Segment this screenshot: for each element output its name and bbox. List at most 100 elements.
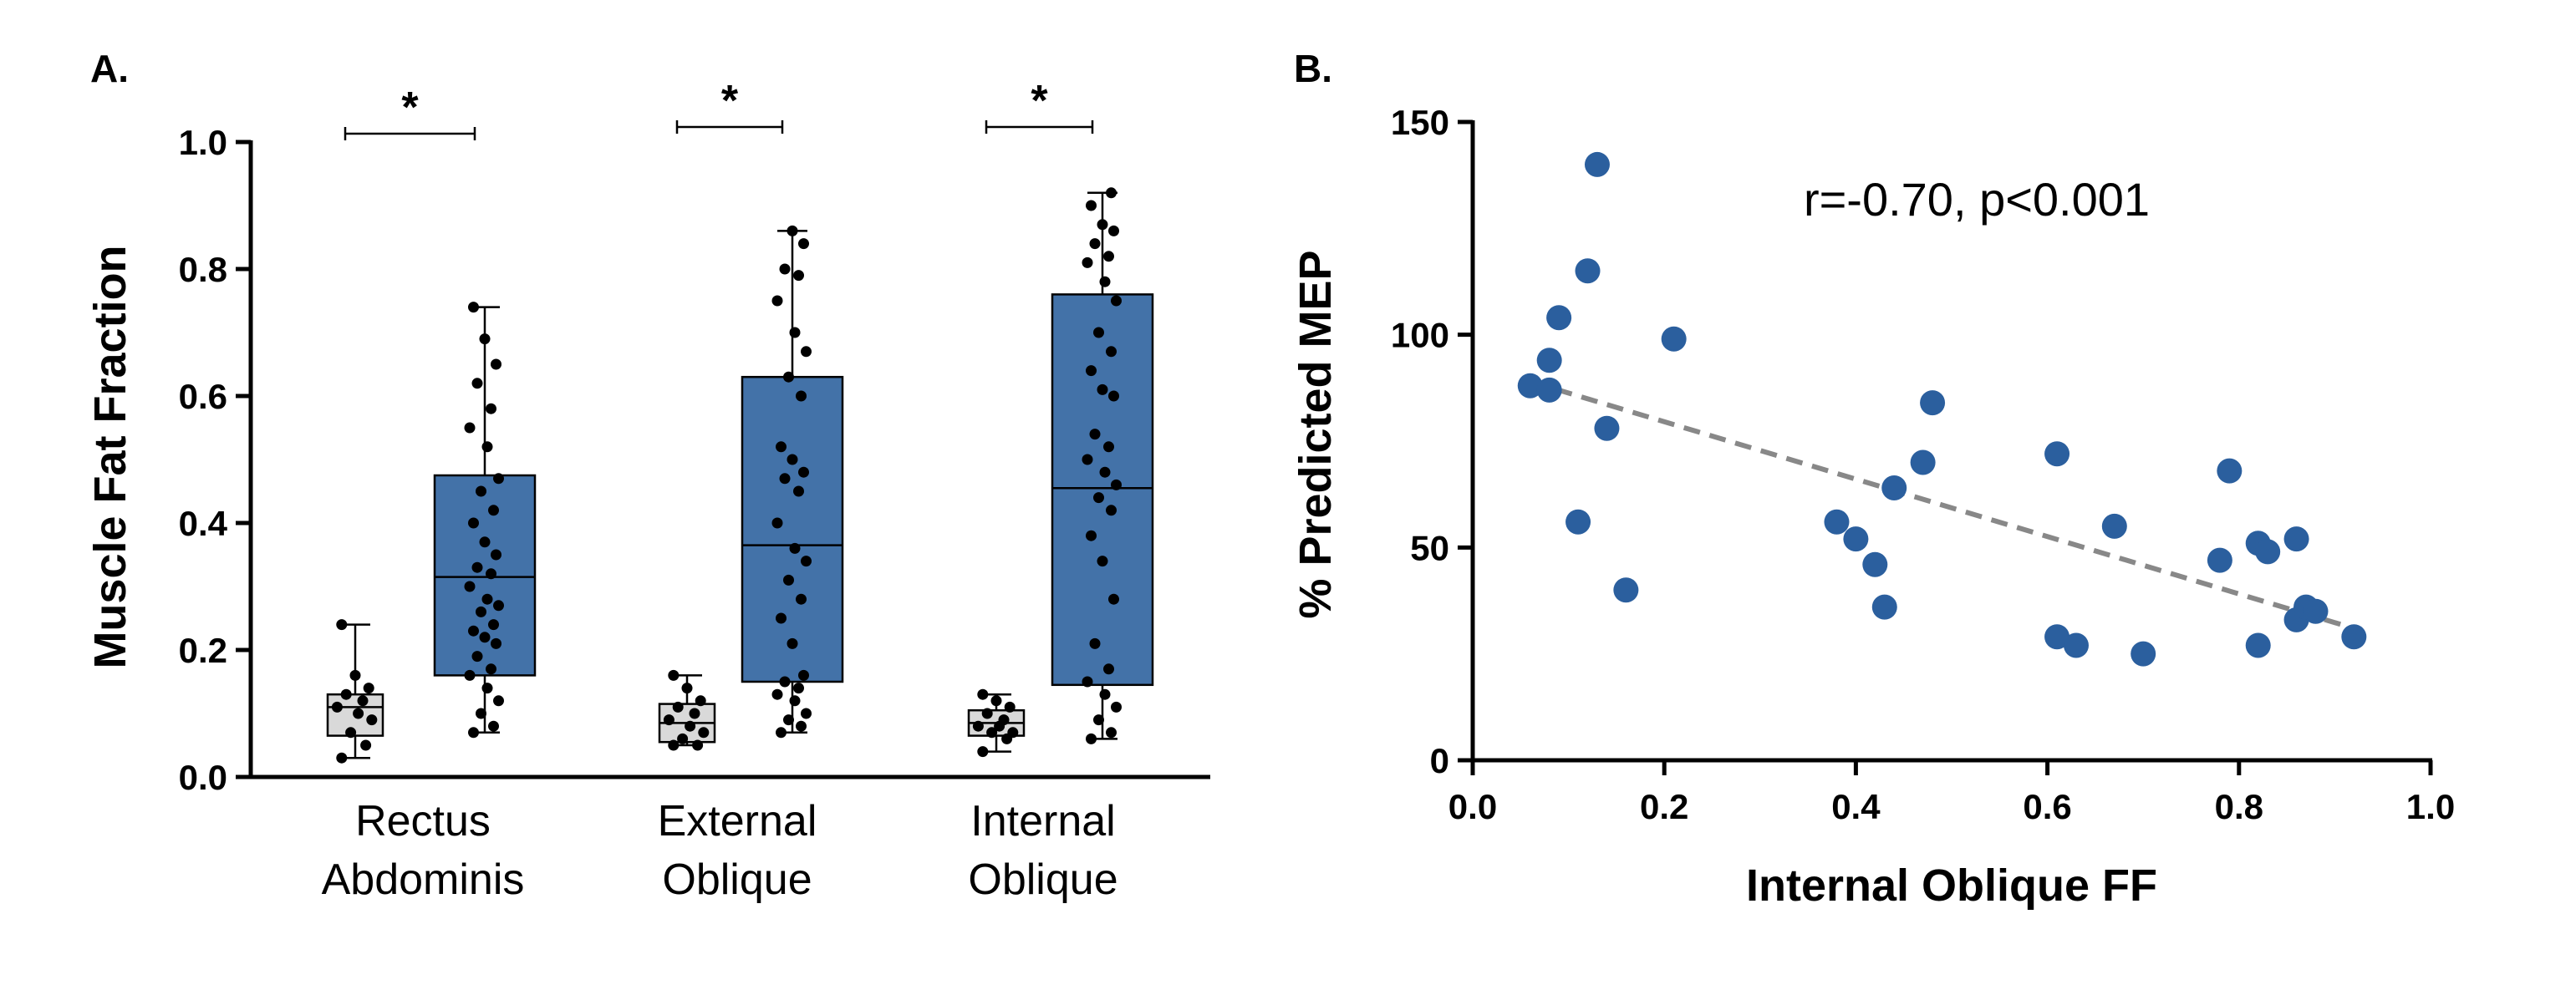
data-point xyxy=(1082,454,1093,465)
panel-a: A. Muscle Fat Fraction 0.0 0.2 0.4 0.6 0.8 1.… xyxy=(85,47,1210,904)
correlation-annotation: r=-0.70, p<0.001 xyxy=(1804,173,2150,226)
category-label: Abdominis xyxy=(322,856,525,904)
data-point xyxy=(481,683,493,694)
box-iqr xyxy=(741,375,844,683)
significance-star: * xyxy=(1031,77,1048,125)
data-point xyxy=(1106,346,1117,358)
data-point xyxy=(488,720,499,732)
x-tick-label: 0.8 xyxy=(2215,787,2263,826)
data-point xyxy=(771,295,783,307)
data-point xyxy=(685,720,696,732)
panel-b-ticks: 0 50 100 150 0.0 0.2 0.4 0.6 0.8 1.0 xyxy=(1391,103,2455,826)
panel-a-significance: * * * xyxy=(344,77,1094,140)
scatter-point xyxy=(2044,624,2070,650)
scatter-point xyxy=(1536,377,1562,403)
data-point xyxy=(357,695,369,707)
scatter-point xyxy=(2341,624,2367,650)
panel-b-label: B. xyxy=(1294,47,1332,90)
data-point xyxy=(998,714,1010,726)
data-point xyxy=(695,695,706,707)
data-point xyxy=(668,669,680,681)
data-point xyxy=(783,371,794,383)
data-point xyxy=(471,378,483,389)
data-point xyxy=(1099,276,1111,287)
data-point xyxy=(360,739,372,751)
data-point xyxy=(491,549,501,561)
scatter-point xyxy=(2283,526,2309,552)
scatter-point xyxy=(1920,390,1946,416)
data-point xyxy=(1086,365,1097,377)
scatter-point xyxy=(2101,513,2127,539)
data-point xyxy=(468,302,479,313)
scatter-point xyxy=(1584,151,1610,177)
scatter-point xyxy=(1843,526,1869,552)
data-point xyxy=(798,238,809,250)
data-point xyxy=(1106,505,1117,516)
x-tick-label: 0.4 xyxy=(1831,787,1881,826)
scatter-point xyxy=(2063,632,2089,658)
data-point xyxy=(801,708,812,719)
data-point xyxy=(796,593,807,605)
data-point xyxy=(798,466,809,478)
box-iqr xyxy=(433,474,537,677)
data-point xyxy=(471,561,483,573)
data-point xyxy=(476,485,486,497)
data-point xyxy=(479,333,491,345)
patient-box-1 xyxy=(741,225,844,739)
data-point xyxy=(1097,556,1108,567)
panel-a-categories: Rectus Abdominis External Oblique Internal Ob… xyxy=(322,797,1118,904)
data-point xyxy=(1099,466,1111,478)
data-point xyxy=(464,669,476,681)
data-point xyxy=(1082,676,1093,688)
y-tick-label: 150 xyxy=(1391,103,1449,142)
scatter-point xyxy=(1613,577,1639,603)
data-point xyxy=(972,720,984,732)
data-point xyxy=(468,727,479,739)
x-tick-label: 0.6 xyxy=(2023,787,2071,826)
data-point xyxy=(801,346,812,358)
data-point xyxy=(1108,593,1119,605)
scatter-point xyxy=(1824,509,1850,535)
data-point xyxy=(1097,219,1108,231)
panel-b-y-axis-title: % Predicted MEP xyxy=(1291,250,1341,618)
data-point xyxy=(468,625,479,637)
data-point xyxy=(1111,479,1122,490)
y-tick-label: 50 xyxy=(1410,528,1449,567)
data-point xyxy=(493,473,504,485)
scatter-point xyxy=(2207,547,2232,573)
data-point xyxy=(793,270,804,282)
data-point xyxy=(479,536,491,548)
data-point xyxy=(776,727,787,739)
data-point xyxy=(493,695,504,707)
patient-box-0 xyxy=(433,302,537,739)
data-point xyxy=(977,688,989,700)
data-point xyxy=(1093,492,1104,504)
scatter-point xyxy=(1871,594,1897,620)
scatter-point xyxy=(2245,632,2271,658)
data-point xyxy=(981,708,993,719)
data-point xyxy=(672,701,684,713)
data-point xyxy=(689,708,700,719)
data-point xyxy=(783,714,794,726)
data-point xyxy=(1111,701,1122,713)
data-point xyxy=(977,746,989,758)
data-point xyxy=(1082,256,1093,268)
data-point xyxy=(340,688,352,700)
data-point xyxy=(1103,663,1114,675)
data-point xyxy=(471,651,483,663)
panel-a-boxes xyxy=(326,187,1154,764)
data-point xyxy=(1093,327,1104,338)
y-tick-label: 1.0 xyxy=(179,123,227,162)
data-point xyxy=(692,739,704,751)
significance-star: * xyxy=(401,84,419,132)
data-point xyxy=(663,714,675,726)
data-point xyxy=(789,327,801,338)
data-point xyxy=(336,619,348,631)
data-point xyxy=(1108,225,1119,236)
category-label: Rectus xyxy=(355,797,491,845)
data-point xyxy=(491,358,501,370)
data-point xyxy=(779,473,791,485)
data-point xyxy=(479,632,491,643)
data-point xyxy=(1108,390,1119,402)
data-point xyxy=(668,739,680,751)
